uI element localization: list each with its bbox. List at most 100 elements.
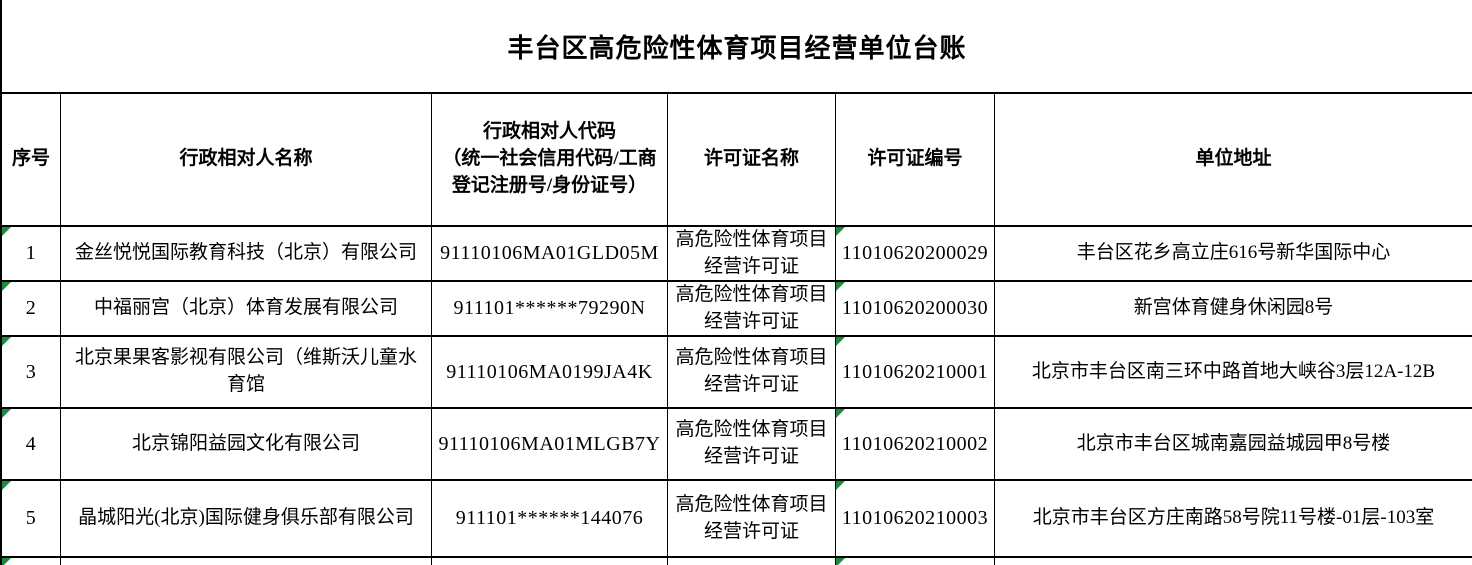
error-flag-icon: [836, 227, 845, 236]
cell-code: 91110106MA01MLGB7Y: [432, 409, 668, 481]
cell-name: 中福丽宫（北京）体育发展有限公司: [61, 282, 432, 337]
cell-license-name: 高危险性体育项目 经营许可证: [668, 227, 836, 282]
cell-license-name: [668, 558, 836, 565]
cell-index: 4: [2, 409, 61, 481]
cell-address: 新宫体育健身休闲园8号: [995, 282, 1472, 337]
cell-license-name-value: 高危险性体育项目 经营许可证: [675, 347, 828, 395]
error-flag-icon: [836, 409, 845, 418]
error-flag-icon: [2, 558, 11, 565]
title-bar: 丰台区高危险性体育项目经营单位台账: [2, 0, 1472, 94]
cell-address-value: 北京市丰台区城南嘉园益城园甲8号楼: [1076, 432, 1391, 454]
error-flag-icon: [836, 481, 845, 490]
page-title: 丰台区高危险性体育项目经营单位台账: [507, 32, 967, 63]
error-flag-icon: [836, 337, 845, 346]
partial-next-row: [2, 558, 1472, 565]
error-flag-icon: [2, 227, 11, 236]
cell-license-no-value: 11010620210002: [841, 432, 989, 455]
cell-code: 91110106MA01GLD05M: [432, 227, 668, 282]
cell-address-value: 北京市丰台区南三环中路首地大峡谷3层12A-12B: [1031, 360, 1436, 382]
cell-license-no: 11010620200030: [836, 282, 995, 337]
table-row: 3 北京果果客影视有限公司（维斯沃儿童水 育馆 91110106MA0199JA…: [2, 337, 1472, 409]
cell-license-name: 高危险性体育项目 经营许可证: [668, 337, 836, 409]
cell-index: 2: [2, 282, 61, 337]
table-header-row: 序号 行政相对人名称 行政相对人代码 （统一社会信用代码/工商登记注册号/身份证…: [2, 94, 1472, 227]
table-row: 1 金丝悦悦国际教育科技（北京）有限公司 91110106MA01GLD05M …: [2, 227, 1472, 282]
cell-index-value: 3: [25, 360, 37, 383]
cell-license-name-value: 高危险性体育项目 经营许可证: [675, 419, 828, 467]
error-flag-icon: [836, 558, 845, 565]
cell-address: 北京市丰台区南三环中路首地大峡谷3层12A-12B: [995, 337, 1472, 409]
error-flag-icon: [2, 409, 11, 418]
cell-code: 911101******144076: [432, 481, 668, 558]
cell-address-value: 北京市丰台区方庄南路58号院11号楼-01层-103室: [1032, 507, 1435, 529]
cell-name-value: 晶城阳光(北京)国际健身俱乐部有限公司: [78, 507, 414, 529]
cell-name: 北京果果客影视有限公司（维斯沃儿童水 育馆: [61, 337, 432, 409]
table-row: 4 北京锦阳益园文化有限公司 91110106MA01MLGB7Y 高危险性体育…: [2, 409, 1472, 481]
col-header-name: 行政相对人名称: [61, 94, 432, 227]
cell-name-value: 中福丽宫（北京）体育发展有限公司: [93, 297, 398, 319]
cell-license-no-value: 11010620210001: [841, 360, 989, 383]
cell-name-value: 北京锦阳益园文化有限公司: [131, 432, 360, 454]
cell-name: 晶城阳光(北京)国际健身俱乐部有限公司: [61, 481, 432, 558]
cell-name-value: 金丝悦悦国际教育科技（北京）有限公司: [74, 242, 417, 264]
table-body: 1 金丝悦悦国际教育科技（北京）有限公司 91110106MA01GLD05M …: [2, 227, 1472, 558]
cell-code-value: 91110106MA01GLD05M: [440, 242, 659, 265]
error-flag-icon: [2, 481, 11, 490]
cell-code-value: 91110106MA0199JA4K: [446, 360, 653, 383]
cell-license-name-value: 高危险性体育项目 经营许可证: [675, 493, 828, 542]
col-header-name-label: 行政相对人名称: [179, 148, 313, 170]
cell-license-no-value: 11010620200029: [841, 242, 989, 265]
cell-address: 丰台区花乡高立庄616号新华国际中心: [995, 227, 1472, 282]
cell-license-name: 高危险性体育项目 经营许可证: [668, 409, 836, 481]
cell-index: 1: [2, 227, 61, 282]
cell-address: 北京市丰台区城南嘉园益城园甲8号楼: [995, 409, 1472, 481]
col-header-license-no: 许可证编号: [836, 94, 995, 227]
col-header-code: 行政相对人代码 （统一社会信用代码/工商登记注册号/身份证号）: [432, 94, 668, 227]
cell-address: [995, 558, 1472, 565]
cell-code: [432, 558, 668, 565]
cell-license-no: 11010620210001: [836, 337, 995, 409]
cell-index: 3: [2, 337, 61, 409]
col-header-address: 单位地址: [995, 94, 1472, 227]
cell-name: 金丝悦悦国际教育科技（北京）有限公司: [61, 227, 432, 282]
cell-address-value: 新宫体育健身休闲园8号: [1133, 297, 1334, 319]
cell-name: [61, 558, 432, 565]
col-header-code-label: 行政相对人代码 （统一社会信用代码/工商登记注册号/身份证号）: [442, 121, 657, 196]
cell-license-name-value: 高危险性体育项目 经营许可证: [675, 228, 828, 277]
cell-license-name: 高危险性体育项目 经营许可证: [668, 481, 836, 558]
cell-code-value: 911101******79290N: [453, 297, 646, 320]
cell-index: 5: [2, 481, 61, 558]
error-flag-icon: [836, 282, 845, 291]
cell-index: [2, 558, 61, 565]
col-header-license-name: 许可证名称: [668, 94, 836, 227]
col-header-index: 序号: [2, 94, 61, 227]
cell-address-value: 丰台区花乡高立庄616号新华国际中心: [1076, 242, 1391, 264]
col-header-license-no-label: 许可证编号: [867, 148, 963, 170]
cell-code-value: 911101******144076: [455, 507, 644, 530]
col-header-address-label: 单位地址: [1195, 148, 1272, 170]
cell-license-no: 11010620210002: [836, 409, 995, 481]
cell-index-value: 2: [25, 297, 37, 320]
col-header-index-label: 序号: [11, 148, 50, 170]
table-row: 5 晶城阳光(北京)国际健身俱乐部有限公司 911101******144076…: [2, 481, 1472, 558]
error-flag-icon: [2, 282, 11, 291]
cell-code: 911101******79290N: [432, 282, 668, 337]
cell-name-value: 北京果果客影视有限公司（维斯沃儿童水 育馆: [74, 347, 417, 395]
cell-license-no: 11010620210003: [836, 481, 995, 558]
cell-license-name: 高危险性体育项目 经营许可证: [668, 282, 836, 337]
cell-name: 北京锦阳益园文化有限公司: [61, 409, 432, 481]
table-row: 2 中福丽宫（北京）体育发展有限公司 911101******79290N 高危…: [2, 282, 1472, 337]
cell-license-no: [836, 558, 995, 565]
error-flag-icon: [2, 337, 11, 346]
col-header-license-name-label: 许可证名称: [703, 148, 799, 170]
cell-code-value: 91110106MA01MLGB7Y: [438, 432, 661, 455]
cell-license-name-value: 高危险性体育项目 经营许可证: [675, 283, 828, 332]
cell-license-no: 11010620200029: [836, 227, 995, 282]
cell-index-value: 4: [25, 432, 37, 455]
cell-license-no-value: 11010620200030: [841, 297, 989, 320]
cell-code: 91110106MA0199JA4K: [432, 337, 668, 409]
cell-address: 北京市丰台区方庄南路58号院11号楼-01层-103室: [995, 481, 1472, 558]
cell-index-value: 1: [25, 242, 37, 265]
cell-license-no-value: 11010620210003: [841, 507, 989, 530]
